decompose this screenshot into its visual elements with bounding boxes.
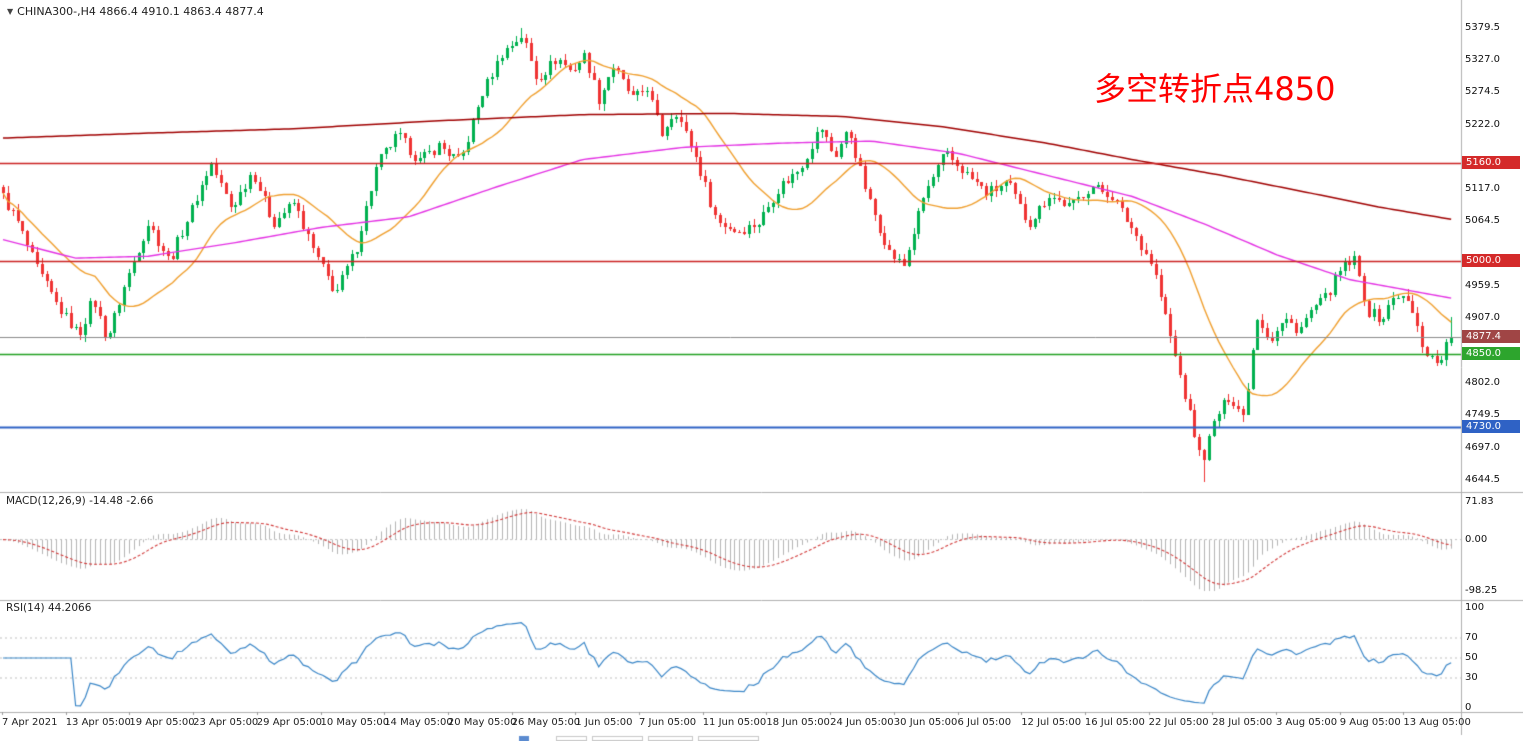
time-label: 23 Apr 05:00 — [193, 717, 259, 728]
price-tag-5000.0: 5000.0 — [1462, 254, 1520, 268]
time-label: 13 Aug 05:00 — [1403, 717, 1471, 728]
time-label: 1 Jun 05:00 — [575, 717, 633, 728]
price-tag-5160.0: 5160.0 — [1462, 155, 1520, 169]
time-axis[interactable]: 7 Apr 2021 13 Apr 05:00 19 Apr 05:00 23 Apr… — [0, 712, 1471, 735]
price-tick-label: 4959.5 — [1465, 280, 1500, 292]
time-label: 16 Jul 05:00 — [1084, 717, 1145, 728]
price-axis[interactable]: 5379.5 5327.0 5274.5 5222.0 5117.0 5064.5 4959… — [1461, 0, 1523, 735]
current-price-tag: 4877.4 — [1462, 329, 1520, 343]
macd-axis-label: 71.83 — [1465, 496, 1494, 507]
rsi-axis-label: 50 — [1465, 652, 1478, 663]
macd-indicator-label: MACD(12,26,9) -14.48 -2.66 — [6, 495, 153, 507]
time-label: 30 Jun 05:00 — [893, 717, 958, 728]
rsi-axis-label: 70 — [1465, 632, 1478, 643]
macd-axis-label: -98.25 — [1465, 585, 1498, 596]
symbol-ohlc-text: CHINA300-,H4 4866.4 4910.1 4863.4 4877.4 — [17, 5, 264, 18]
macd-name: MACD(12,26,9) — [6, 495, 86, 507]
time-label: 19 Apr 05:00 — [129, 717, 195, 728]
time-label: 14 May 05:00 — [384, 717, 453, 728]
time-label: 10 May 05:00 — [320, 717, 390, 728]
rsi-name: RSI(14) — [6, 602, 45, 614]
annotation-text: 多空转折点4850 — [1094, 70, 1336, 108]
time-label: 22 Jul 05:00 — [1148, 717, 1209, 728]
rsi-axis-label: 100 — [1465, 602, 1485, 613]
time-label: 26 May 05:00 — [511, 717, 581, 728]
price-tick-label: 4697.0 — [1465, 441, 1500, 453]
rsi-indicator-label: RSI(14) 44.2066 — [6, 602, 91, 614]
price-tick-label: 5222.0 — [1465, 118, 1500, 130]
time-label: 29 Apr 05:00 — [256, 717, 322, 728]
price-tick-label: 4802.0 — [1465, 377, 1500, 389]
time-label: 7 Jun 05:00 — [639, 717, 697, 728]
price-tick-label: 4907.0 — [1465, 312, 1500, 324]
time-label: 28 Jul 05:00 — [1212, 717, 1273, 728]
time-label: 24 Jun 05:00 — [830, 717, 894, 728]
price-tick-label: 5327.0 — [1465, 53, 1500, 65]
time-label: 18 Jun 05:00 — [766, 717, 830, 728]
chart-ohlc-title: ▼ CHINA300-,H4 4866.4 4910.1 4863.4 4877.… — [7, 5, 264, 18]
price-tick-label: 5379.5 — [1465, 21, 1500, 33]
price-tick-label: 4749.5 — [1465, 409, 1500, 421]
time-label: 13 Apr 05:00 — [65, 717, 131, 728]
macd-values: -14.48 -2.66 — [89, 495, 154, 507]
price-tick-label: 5117.0 — [1465, 183, 1500, 195]
price-tick-label: 5064.5 — [1465, 215, 1500, 227]
time-label: 9 Aug 05:00 — [1339, 717, 1401, 728]
macd-axis-label: 0.00 — [1465, 533, 1488, 545]
collapse-triangle-icon[interactable]: ▼ — [7, 7, 14, 16]
time-label: 20 May 05:00 — [447, 717, 517, 728]
time-label: 12 Jul 05:00 — [1021, 717, 1082, 728]
time-label: 3 Aug 05:00 — [1276, 717, 1338, 728]
price-tag-4730.0: 4730.0 — [1462, 420, 1520, 434]
price-tick-label: 4644.5 — [1465, 474, 1500, 486]
rsi-axis-label: 30 — [1465, 672, 1478, 683]
time-label: 11 Jun 05:00 — [702, 717, 767, 728]
time-label: 7 Apr 2021 — [2, 717, 58, 728]
price-tag-4850.0: 4850.0 — [1462, 346, 1520, 360]
time-label: 6 Jul 05:00 — [957, 717, 1012, 728]
price-tick-label: 5274.5 — [1465, 86, 1500, 98]
rsi-value: 44.2066 — [47, 602, 92, 614]
rsi-axis-label: 0 — [1465, 702, 1472, 713]
